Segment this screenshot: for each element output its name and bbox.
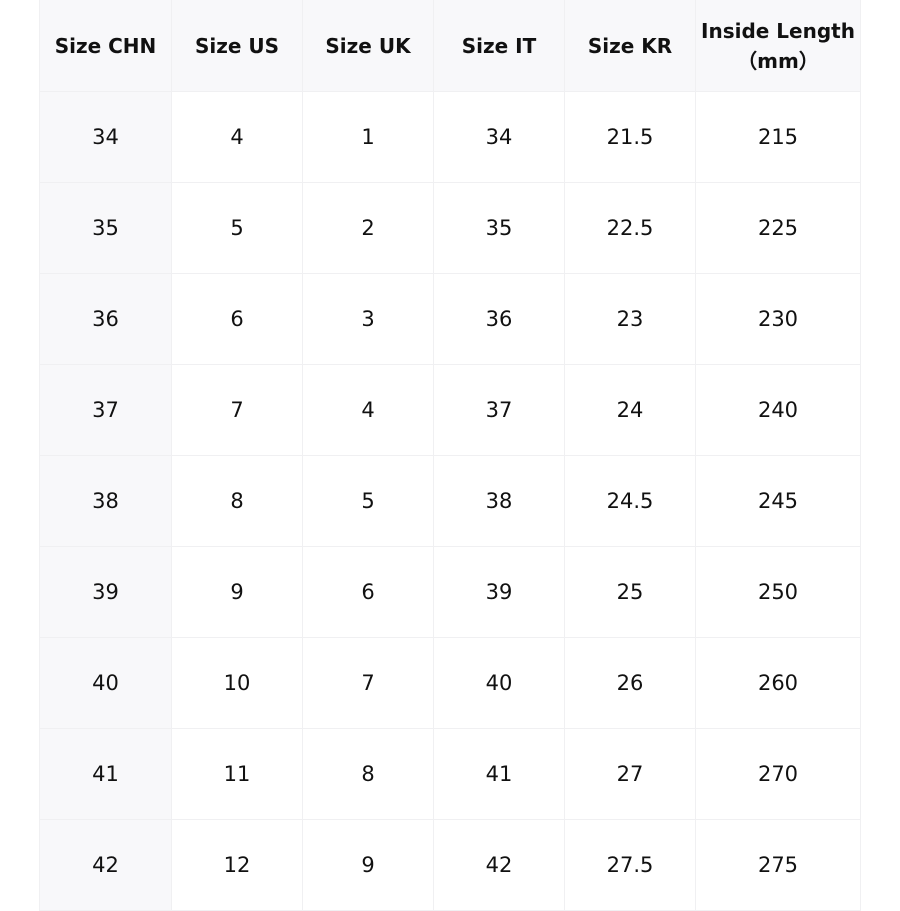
table-cell: 23	[564, 273, 696, 365]
table-cell: 270	[695, 728, 861, 820]
table-cell: 24	[564, 364, 696, 456]
table-cell: 4	[171, 91, 303, 183]
table-cell: 10	[171, 637, 303, 729]
column-header: Size UK	[302, 0, 434, 92]
column-header: Inside Length （mm）	[695, 0, 861, 92]
table-cell: 6	[302, 546, 434, 638]
table-cell: 27.5	[564, 819, 696, 911]
table-row: 36 6 3 36 23 230	[39, 273, 861, 365]
table-cell: 6	[171, 273, 303, 365]
table-cell: 9	[171, 546, 303, 638]
table-cell: 7	[302, 637, 434, 729]
table-cell: 34	[39, 91, 172, 183]
table-row: 42 12 9 42 27.5 275	[39, 819, 861, 911]
table-cell: 39	[433, 546, 565, 638]
table-cell: 22.5	[564, 182, 696, 274]
table-cell: 35	[433, 182, 565, 274]
table-cell: 5	[171, 182, 303, 274]
table-cell: 35	[39, 182, 172, 274]
table-cell: 38	[39, 455, 172, 547]
table-cell: 42	[39, 819, 172, 911]
column-header: Size US	[171, 0, 303, 92]
table-cell: 4	[302, 364, 434, 456]
table-cell: 250	[695, 546, 861, 638]
table-cell: 9	[302, 819, 434, 911]
table-cell: 225	[695, 182, 861, 274]
column-header: Size IT	[433, 0, 565, 92]
table-cell: 42	[433, 819, 565, 911]
size-chart-table: Size CHN Size US Size UK Size IT Size KR Insi…	[39, 0, 861, 911]
table-cell: 240	[695, 364, 861, 456]
table-cell: 40	[433, 637, 565, 729]
table-cell: 275	[695, 819, 861, 911]
table-cell: 2	[302, 182, 434, 274]
table-cell: 3	[302, 273, 434, 365]
table-cell: 26	[564, 637, 696, 729]
table-row: 37 7 4 37 24 240	[39, 364, 861, 456]
table-cell: 41	[39, 728, 172, 820]
table-cell: 8	[302, 728, 434, 820]
table-cell: 215	[695, 91, 861, 183]
table-cell: 39	[39, 546, 172, 638]
table-cell: 7	[171, 364, 303, 456]
table-cell: 25	[564, 546, 696, 638]
table-cell: 36	[433, 273, 565, 365]
table-cell: 5	[302, 455, 434, 547]
table-cell: 260	[695, 637, 861, 729]
table-cell: 12	[171, 819, 303, 911]
table-row: 41 11 8 41 27 270	[39, 728, 861, 820]
table-cell: 38	[433, 455, 565, 547]
table-row: 34 4 1 34 21.5 215	[39, 91, 861, 183]
table-row: 39 9 6 39 25 250	[39, 546, 861, 638]
table-cell: 37	[39, 364, 172, 456]
table-cell: 230	[695, 273, 861, 365]
table-cell: 245	[695, 455, 861, 547]
table-cell: 8	[171, 455, 303, 547]
header-row: Size CHN Size US Size UK Size IT Size KR Insi…	[39, 0, 861, 92]
table-cell: 41	[433, 728, 565, 820]
table-cell: 11	[171, 728, 303, 820]
table-row: 40 10 7 40 26 260	[39, 637, 861, 729]
table-row: 35 5 2 35 22.5 225	[39, 182, 861, 274]
column-header: Size KR	[564, 0, 696, 92]
table-cell: 1	[302, 91, 434, 183]
table-cell: 27	[564, 728, 696, 820]
column-header: Size CHN	[39, 0, 172, 92]
table-cell: 36	[39, 273, 172, 365]
table-cell: 37	[433, 364, 565, 456]
table-cell: 24.5	[564, 455, 696, 547]
table-cell: 40	[39, 637, 172, 729]
table-row: 38 8 5 38 24.5 245	[39, 455, 861, 547]
table-cell: 34	[433, 91, 565, 183]
table-cell: 21.5	[564, 91, 696, 183]
